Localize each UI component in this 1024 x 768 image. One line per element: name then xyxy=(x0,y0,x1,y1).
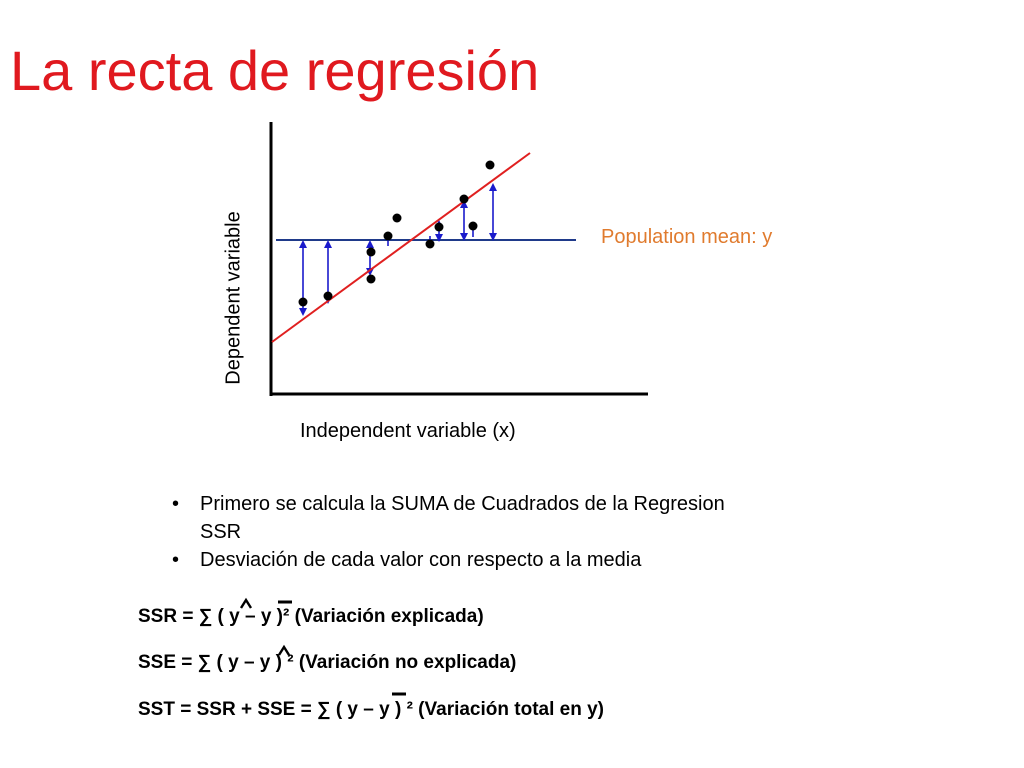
data-point xyxy=(366,274,376,284)
data-point xyxy=(366,247,376,257)
data-point xyxy=(323,291,333,301)
slide-title: La recta de regresión xyxy=(10,39,540,102)
bullet-item: Desviación de cada valor con respecto a … xyxy=(172,546,732,574)
sse-formula: SSE = ∑ ( y – y ) ² (Variación no explic… xyxy=(138,652,517,673)
data-point xyxy=(468,221,478,231)
data-point xyxy=(298,297,308,307)
regression-line xyxy=(271,152,531,343)
ssr-formula: SSR = ∑ ( y – y )² (Variación explicada) xyxy=(138,606,484,627)
data-point xyxy=(383,231,393,241)
x-axis-label: Independent variable (x) xyxy=(300,420,516,442)
sst-formula: SST = SSR + SSE = ∑ ( y – y ) ² (Variaci… xyxy=(138,699,605,720)
data-point xyxy=(392,213,402,223)
data-point xyxy=(485,160,495,170)
data-point xyxy=(459,194,469,204)
bullet-list: Primero se calcula la SUMA de Cuadrados … xyxy=(172,490,732,574)
mean-line-label: Population mean: y xyxy=(601,226,773,248)
data-point xyxy=(434,222,444,232)
bullet-item: Primero se calcula la SUMA de Cuadrados … xyxy=(172,490,732,546)
y-axis-label: Dependent variable xyxy=(222,211,245,385)
data-point xyxy=(425,239,435,249)
data-points xyxy=(298,160,495,307)
